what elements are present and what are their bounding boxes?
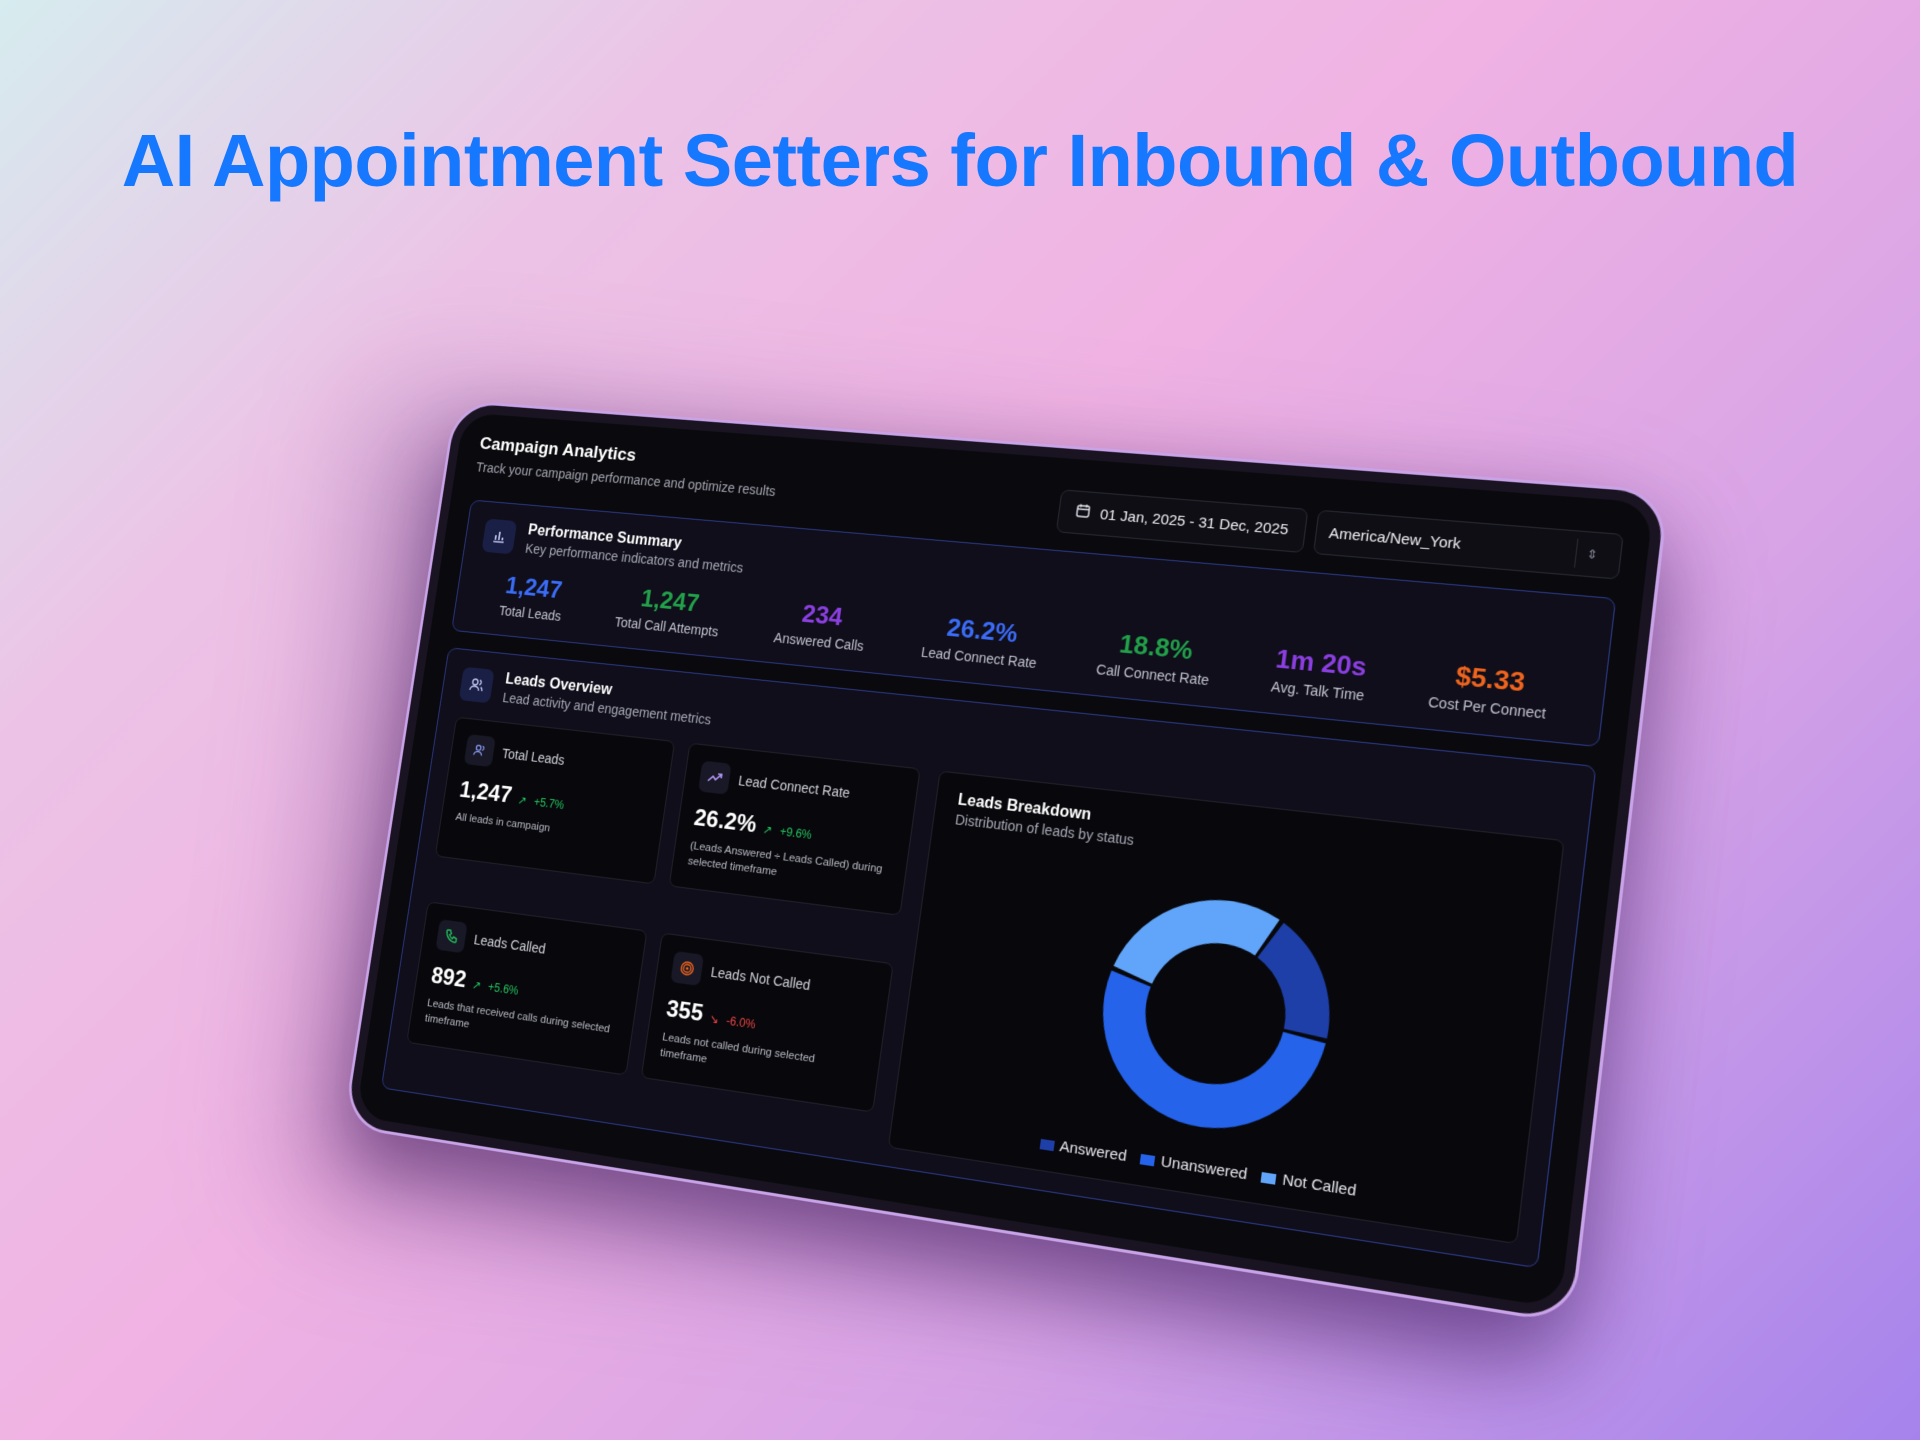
legend-item-unanswered: Unanswered <box>1139 1150 1248 1184</box>
phone-icon <box>435 919 467 953</box>
card-delta: +5.6% <box>487 980 519 998</box>
card-leads-not-called: Leads Not Called 355 ↘ -6.0% Leads not c… <box>641 933 894 1113</box>
trend-up-icon: ↗ <box>517 793 528 807</box>
kpi-total-call-attempts: 1,247 Total Call Attempts <box>614 581 724 639</box>
legend-swatch <box>1140 1153 1156 1165</box>
card-lead-connect-rate: Lead Connect Rate 26.2% ↗ +9.6% (Leads A… <box>669 743 921 916</box>
kpi-call-connect-rate: 18.8% Call Connect Rate <box>1095 627 1214 689</box>
lead-metric-cards: Total Leads 1,247 ↗ +5.7% All leads in c… <box>402 717 921 1145</box>
bar-chart-icon <box>481 518 517 554</box>
card-value: 892 <box>429 963 468 994</box>
trend-down-icon: ↘ <box>709 1011 720 1026</box>
kpi-total-leads: 1,247 Total Leads <box>498 571 567 624</box>
card-label: Leads Called <box>473 932 547 957</box>
card-delta: +9.6% <box>779 825 813 842</box>
chevron-up-down-icon: ⇕ <box>1574 539 1609 570</box>
kpi-cost-per-connect: $5.33 Cost Per Connect <box>1427 658 1551 722</box>
users-icon <box>459 667 495 704</box>
card-label: Lead Connect Rate <box>737 773 851 801</box>
trending-up-icon <box>698 761 731 795</box>
legend-swatch <box>1261 1172 1277 1185</box>
card-value: 355 <box>664 996 704 1028</box>
kpi-label: Avg. Talk Time <box>1270 678 1365 703</box>
timezone-value: America/New_York <box>1328 524 1462 552</box>
legend-label: Not Called <box>1281 1171 1357 1200</box>
date-range-label: 01 Jan, 2025 - 31 Dec, 2025 <box>1099 506 1289 538</box>
kpi-value: 1,247 <box>616 581 724 620</box>
card-label: Total Leads <box>501 746 566 768</box>
legend-label: Answered <box>1059 1138 1128 1165</box>
leads-breakdown-card: Leads Breakdown Distribution of leads by… <box>888 771 1565 1245</box>
calendar-icon <box>1074 502 1092 523</box>
date-range-picker[interactable]: 01 Jan, 2025 - 31 Dec, 2025 <box>1056 489 1309 553</box>
target-icon <box>670 951 704 986</box>
kpi-lead-connect-rate: 26.2% Lead Connect Rate <box>920 610 1042 671</box>
card-leads-called: Leads Called 892 ↗ +5.6% Leads that rece… <box>406 901 647 1075</box>
legend-item-not-called: Not Called <box>1261 1168 1358 1200</box>
card-value: 1,247 <box>458 777 514 809</box>
legend-swatch <box>1039 1138 1054 1150</box>
hero-headline: AI Appointment Setters for Inbound & Out… <box>0 118 1920 203</box>
trend-up-icon: ↗ <box>762 823 773 838</box>
card-label: Leads Not Called <box>710 964 812 993</box>
legend-label: Unanswered <box>1160 1153 1249 1184</box>
kpi-value: 234 <box>776 596 870 634</box>
kpi-answered-calls: 234 Answered Calls <box>773 596 870 654</box>
kpi-value: 1,247 <box>501 571 567 606</box>
kpi-value: 1m 20s <box>1273 643 1370 683</box>
card-delta: -6.0% <box>725 1014 756 1032</box>
trend-up-icon: ↗ <box>472 978 483 993</box>
timezone-select[interactable]: America/New_York ⇕ <box>1313 510 1624 580</box>
card-total-leads: Total Leads 1,247 ↗ +5.7% All leads in c… <box>435 717 675 885</box>
users-icon <box>464 734 496 767</box>
legend-item-answered: Answered <box>1039 1135 1128 1165</box>
card-value: 26.2% <box>692 805 758 839</box>
leads-donut-chart <box>1078 876 1355 1156</box>
kpi-avg-talk-time: 1m 20s Avg. Talk Time <box>1270 643 1370 704</box>
card-delta: +5.7% <box>533 795 565 812</box>
kpi-label: Total Leads <box>498 603 562 624</box>
